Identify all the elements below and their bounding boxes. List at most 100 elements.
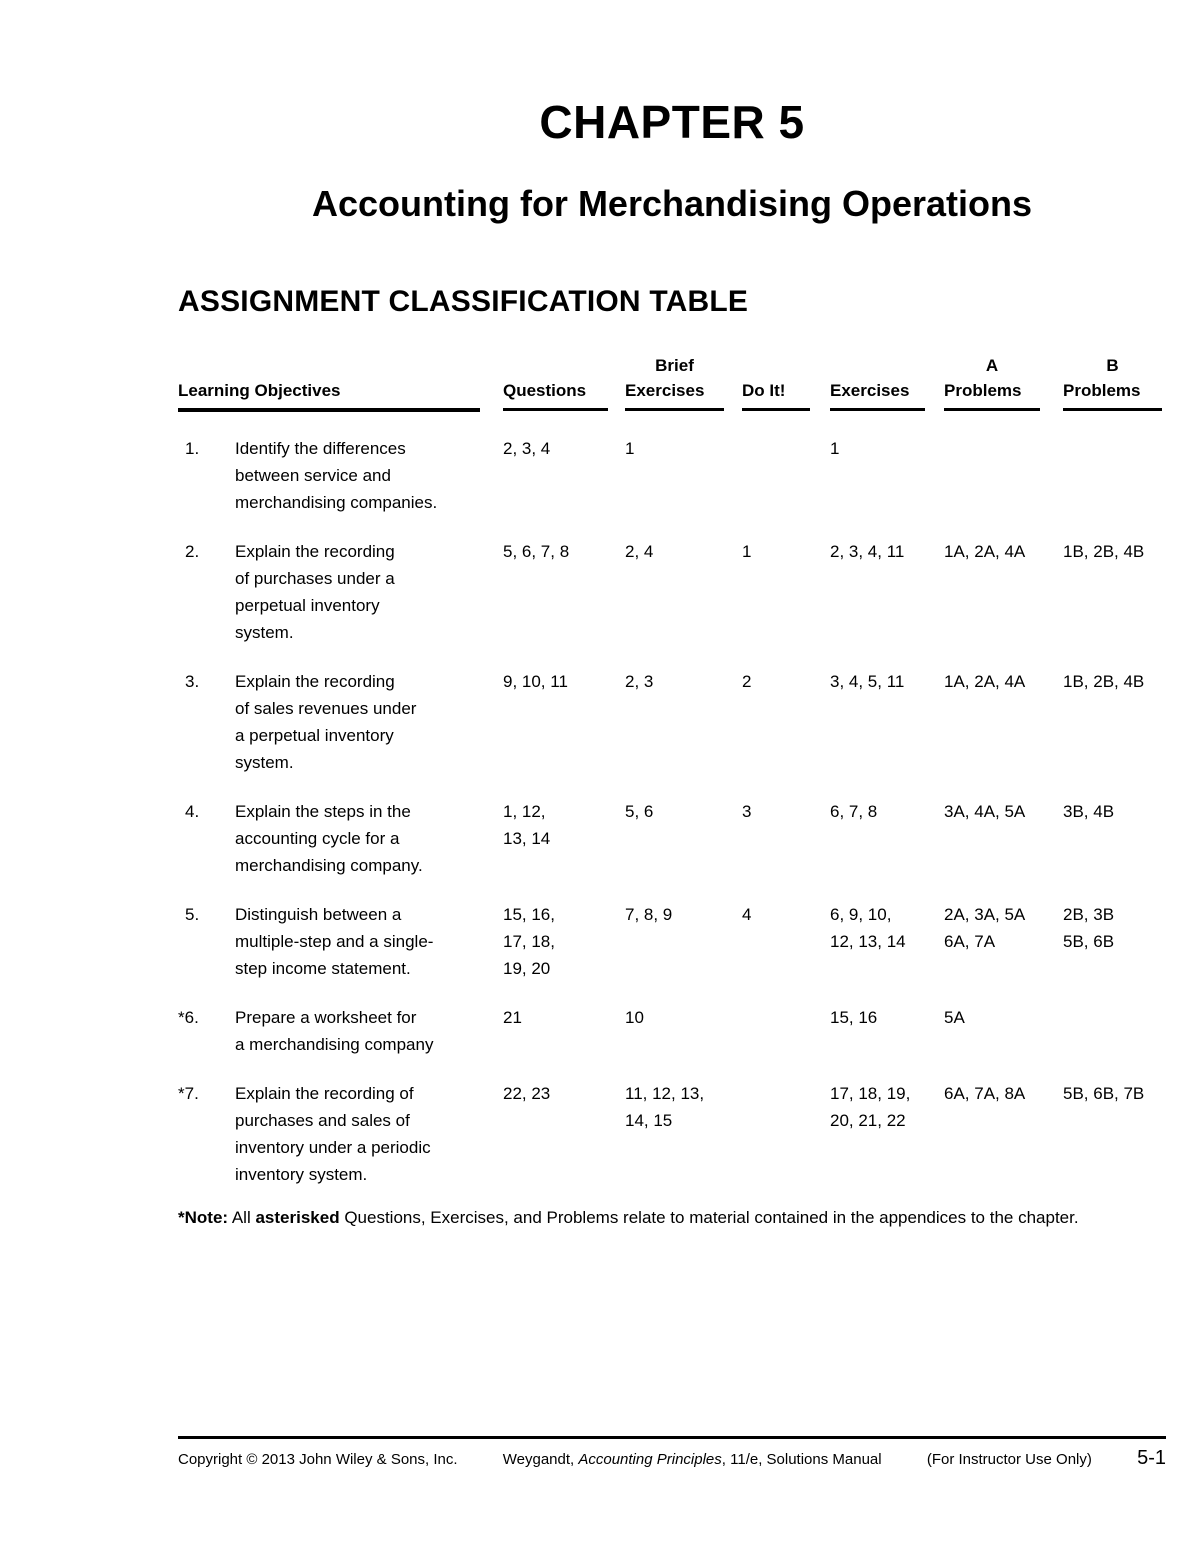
cell-objective-number: *7. bbox=[178, 1084, 199, 1103]
cell-brief-exercises: 2, 3 bbox=[625, 672, 654, 691]
col-header-spacer bbox=[178, 352, 480, 379]
cell-b-problems: 1B, 2B, 4B bbox=[1063, 672, 1145, 691]
cell-do-it: 2 bbox=[742, 672, 752, 691]
cell-a-problems: 3A, 4A, 5A bbox=[944, 802, 1026, 821]
cell-b-problems: 3B, 4B bbox=[1063, 802, 1115, 821]
cell-brief-exercises: 11, 12, 13, 14, 15 bbox=[625, 1084, 705, 1130]
cell-do-it: 4 bbox=[742, 905, 752, 924]
cell-objective-text: Explain the recording of purchases and s… bbox=[235, 1084, 431, 1184]
cell-b-problems bbox=[1063, 435, 1166, 516]
col-header-exercises: Exercises bbox=[830, 352, 944, 412]
table-row: 1. Identify the differences between serv… bbox=[178, 435, 1166, 516]
cell-b-problems: 2B, 3B 5B, 6B bbox=[1063, 905, 1115, 951]
cell-do-it bbox=[742, 435, 830, 516]
chapter-title: CHAPTER 5 bbox=[539, 96, 805, 148]
cell-b-problems: 1B, 2B, 4B bbox=[1063, 542, 1145, 561]
table-row: 4. Explain the steps in the accounting c… bbox=[178, 798, 1166, 879]
cell-a-problems: 5A bbox=[944, 1008, 965, 1027]
cell-objective-text: Prepare a worksheet for a merchandising … bbox=[235, 1008, 434, 1054]
cell-objective-number: 5. bbox=[185, 905, 200, 924]
col-header-spacer bbox=[742, 352, 810, 379]
cell-do-it bbox=[742, 1004, 830, 1058]
col-header-a-problems: A Problems bbox=[944, 352, 1063, 412]
cell-questions: 9, 10, 11 bbox=[503, 672, 568, 691]
col-header-a-problems-label: Problems bbox=[944, 379, 1040, 411]
cell-exercises: 15, 16 bbox=[830, 1008, 878, 1027]
cell-objective-text: Identify the differences between service… bbox=[235, 439, 438, 512]
cell-objective-number: 2. bbox=[185, 542, 200, 561]
cell-objective-text: Distinguish between a multiple-step and … bbox=[235, 905, 434, 978]
appendix-note: *Note: All asterisked Questions, Exercis… bbox=[178, 1204, 1166, 1231]
cell-questions: 22, 23 bbox=[503, 1084, 551, 1103]
col-header-questions-label: Questions bbox=[503, 379, 608, 411]
table-row: *7. Explain the recording of purchases a… bbox=[178, 1080, 1166, 1188]
cell-exercises: 6, 9, 10, 12, 13, 14 bbox=[830, 905, 906, 951]
note-text-segment: Questions, Exercises, and Problems relat… bbox=[339, 1208, 1079, 1227]
cell-exercises: 17, 18, 19, 20, 21, 22 bbox=[830, 1084, 911, 1130]
cell-objective-text: Explain the recording of purchases under… bbox=[235, 542, 395, 642]
cell-do-it: 3 bbox=[742, 802, 752, 821]
col-header-b-problems: B Problems bbox=[1063, 352, 1166, 412]
cell-brief-exercises: 1 bbox=[625, 439, 635, 458]
table-row: 3. Explain the recording of sales revenu… bbox=[178, 668, 1166, 776]
col-header-brief-exercises-label: Exercises bbox=[625, 379, 724, 411]
cell-brief-exercises: 5, 6 bbox=[625, 802, 654, 821]
cell-brief-exercises: 2, 4 bbox=[625, 542, 654, 561]
cell-brief-exercises: 10 bbox=[625, 1008, 644, 1027]
cell-exercises: 3, 4, 5, 11 bbox=[830, 672, 905, 691]
cell-objective-number: *6. bbox=[178, 1008, 199, 1027]
section-heading: ASSIGNMENT CLASSIFICATION TABLE bbox=[178, 285, 749, 318]
table-header-row: Learning Objectives Questions Brief Exer… bbox=[178, 352, 1166, 412]
cell-a-problems: 6A, 7A, 8A bbox=[944, 1084, 1026, 1103]
col-header-b-problems-label: Problems bbox=[1063, 379, 1162, 411]
page-subtitle: Accounting for Merchandising Operations bbox=[311, 183, 1033, 224]
cell-do-it bbox=[742, 1080, 830, 1188]
assignment-classification-table: Learning Objectives Questions Brief Exer… bbox=[178, 352, 1166, 1188]
page-footer: Copyright © 2013 John Wiley & Sons, Inc.… bbox=[178, 1436, 1166, 1470]
col-header-questions: Questions bbox=[503, 352, 625, 412]
col-header-do-it: Do It! bbox=[742, 352, 830, 412]
table-row: 5. Distinguish between a multiple-step a… bbox=[178, 901, 1166, 982]
col-header-spacer bbox=[830, 352, 925, 379]
cell-brief-exercises: 7, 8, 9 bbox=[625, 905, 673, 924]
cell-b-problems bbox=[1063, 1004, 1166, 1058]
col-header-exercises-label: Exercises bbox=[830, 379, 925, 411]
footer-book-title: Accounting Principles bbox=[578, 1451, 722, 1468]
footer-copyright: Copyright © 2013 John Wiley & Sons, Inc. bbox=[178, 1451, 458, 1468]
col-header-brief-top-label: Brief bbox=[655, 356, 694, 375]
cell-objective-text: Explain the steps in the accounting cycl… bbox=[235, 802, 423, 875]
cell-b-problems: 5B, 6B, 7B bbox=[1063, 1084, 1145, 1103]
table-row: 2. Explain the recording of purchases un… bbox=[178, 538, 1166, 646]
cell-objective-text: Explain the recording of sales revenues … bbox=[235, 672, 417, 772]
col-header-brief-exercises: Brief Exercises bbox=[625, 352, 742, 412]
cell-a-problems: 1A, 2A, 4A bbox=[944, 542, 1026, 561]
footer-book-reference: Weygandt, Accounting Principles, 11/e, S… bbox=[503, 1451, 882, 1468]
cell-objective-number: 3. bbox=[185, 672, 200, 691]
col-header-spacer bbox=[503, 352, 608, 379]
cell-questions: 15, 16, 17, 18, 19, 20 bbox=[503, 905, 555, 978]
cell-exercises: 2, 3, 4, 11 bbox=[830, 542, 905, 561]
col-header-learning-objectives-label: Learning Objectives bbox=[178, 379, 480, 412]
col-header-b-top-label: B bbox=[1106, 356, 1119, 375]
col-header-a-top-label: A bbox=[985, 356, 999, 375]
col-header-learning-objectives: Learning Objectives bbox=[178, 352, 503, 412]
cell-do-it: 1 bbox=[742, 542, 752, 561]
cell-exercises: 1 bbox=[830, 439, 840, 458]
footer-author: Weygandt, bbox=[502, 1451, 579, 1468]
cell-questions: 5, 6, 7, 8 bbox=[503, 542, 570, 561]
cell-questions: 21 bbox=[503, 1008, 522, 1027]
footer-instructor-note: (For Instructor Use Only) bbox=[926, 1451, 1092, 1468]
note-label: *Note: bbox=[178, 1208, 229, 1227]
cell-a-problems: 1A, 2A, 4A bbox=[944, 672, 1026, 691]
col-header-do-it-label: Do It! bbox=[742, 379, 810, 411]
cell-a-problems bbox=[944, 435, 1063, 516]
cell-questions: 2, 3, 4 bbox=[503, 439, 551, 458]
note-text-segment: All bbox=[228, 1208, 256, 1227]
cell-objective-number: 4. bbox=[185, 802, 200, 821]
footer-edition: , 11/e, Solutions Manual bbox=[721, 1451, 882, 1468]
footer-page-number: 5-1 bbox=[1137, 1447, 1166, 1469]
cell-exercises: 6, 7, 8 bbox=[830, 802, 878, 821]
note-bold-word: asterisked bbox=[255, 1208, 340, 1227]
table-row: *6. Prepare a worksheet for a merchandis… bbox=[178, 1004, 1166, 1058]
